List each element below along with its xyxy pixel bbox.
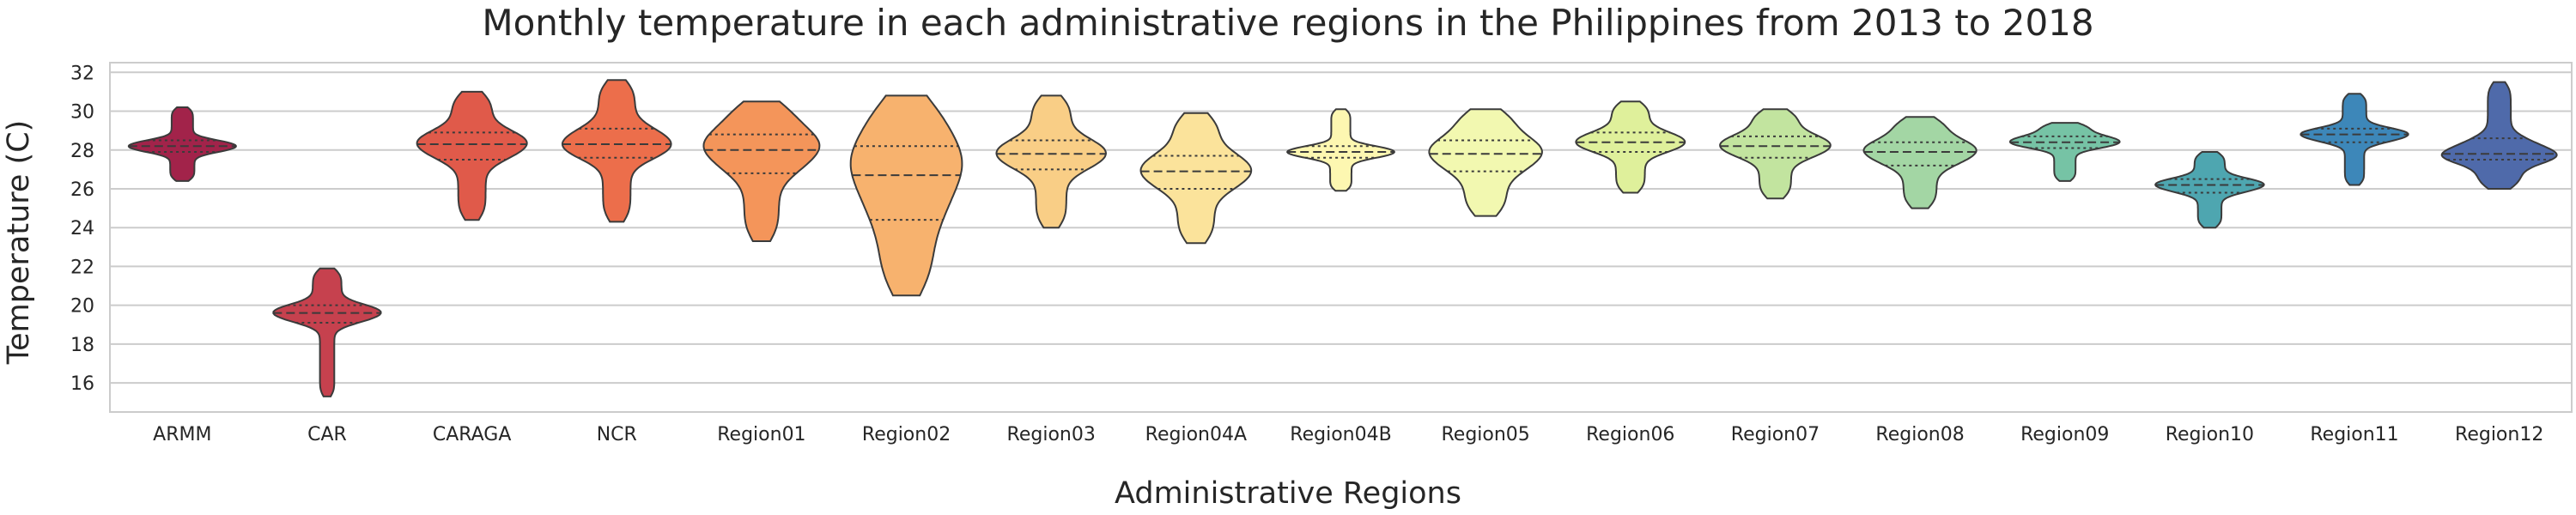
x-tick-label: Region04A	[1145, 424, 1247, 445]
chart-title: Monthly temperature in each administrati…	[482, 2, 2094, 44]
x-tick-labels: ARMM CAR CARAGA NCR Region01 Region02 Region03…	[153, 424, 2543, 445]
x-axis-label: Administrative Regions	[1115, 476, 1461, 511]
x-tick-label: Region10	[2166, 424, 2254, 445]
violin-region12	[2440, 81, 2558, 190]
y-tick-label: 28	[70, 141, 94, 162]
y-tick-label: 24	[70, 218, 94, 239]
y-tick-label: 22	[70, 257, 94, 278]
violin-region11	[2300, 93, 2409, 186]
x-tick-label: Region04B	[1290, 424, 1391, 445]
y-tick-label: 26	[70, 179, 94, 201]
violin-region01	[702, 100, 821, 242]
violin-region03	[995, 94, 1108, 229]
x-tick-label: Region11	[2310, 424, 2398, 445]
y-tick-label: 18	[70, 335, 94, 356]
y-tick-label: 30	[70, 102, 94, 124]
violin-region04b	[1285, 108, 1396, 192]
x-tick-label: Region02	[862, 424, 951, 445]
x-tick-label: Region08	[1875, 424, 1964, 445]
violin-region09	[2008, 122, 2121, 182]
x-tick-label: ARMM	[153, 424, 211, 445]
y-tick-label: 20	[70, 296, 94, 318]
violins	[127, 79, 2558, 397]
x-tick-label: Region07	[1731, 424, 1820, 445]
violin-region04a	[1139, 112, 1253, 245]
x-tick-label: NCR	[597, 424, 637, 445]
violin-region10	[2154, 151, 2265, 229]
y-tick-label: 32	[70, 63, 94, 84]
x-tick-label: Region01	[717, 424, 805, 445]
y-tick-label: 16	[70, 373, 94, 395]
x-tick-label: Region12	[2455, 424, 2543, 445]
violin-region08	[1862, 116, 1978, 209]
y-tick-labels: 16 18 20 22 24 26 28 30 32	[70, 63, 94, 395]
x-tick-label: Region06	[1586, 424, 1674, 445]
violin-ncr	[561, 79, 672, 223]
violin-car	[272, 267, 382, 397]
violin-region07	[1719, 108, 1832, 200]
x-tick-label: Region09	[2020, 424, 2109, 445]
x-tick-label: CARAGA	[433, 424, 512, 445]
violin-region05	[1428, 108, 1543, 217]
plot-frame	[109, 62, 2573, 413]
violin-region02	[849, 94, 963, 297]
violin-caraga	[416, 90, 528, 221]
violin-armm	[127, 106, 238, 182]
x-tick-label: Region05	[1441, 424, 1529, 445]
violin-region06	[1575, 100, 1686, 194]
x-tick-label: Region03	[1007, 424, 1096, 445]
x-tick-label: CAR	[307, 424, 347, 445]
